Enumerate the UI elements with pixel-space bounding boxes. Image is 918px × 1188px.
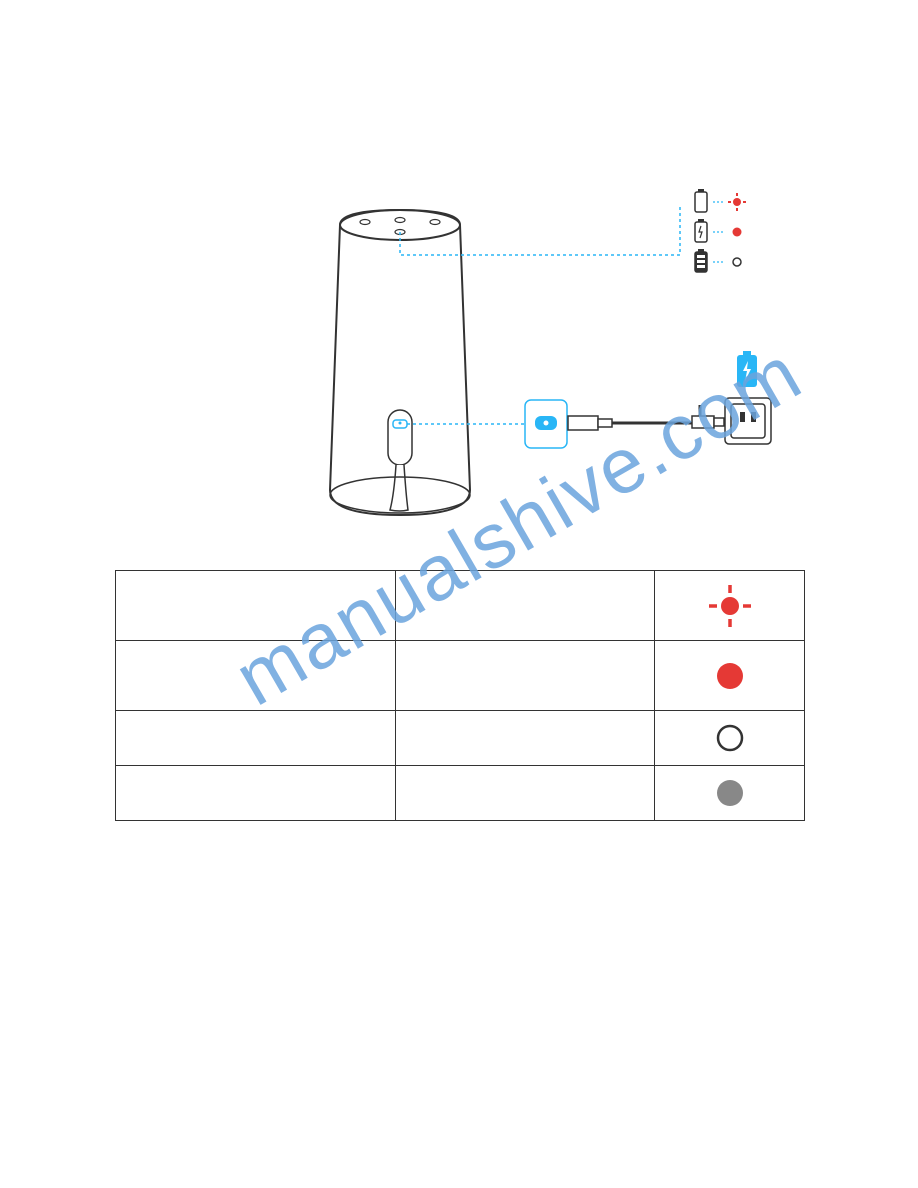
table-cell <box>395 571 655 641</box>
indicator-solid-red <box>655 641 805 711</box>
table-row <box>116 571 805 641</box>
table-cell <box>395 766 655 821</box>
table-cell <box>395 711 655 766</box>
table-cell <box>395 641 655 711</box>
indicator-solid-gray <box>655 766 805 821</box>
diagram-svg <box>100 180 800 560</box>
indicator-flashing-red <box>655 571 805 641</box>
power-outlet <box>725 398 771 444</box>
table-cell <box>116 711 396 766</box>
table-row <box>116 711 805 766</box>
table-cell <box>116 571 396 641</box>
port-zoom <box>525 400 567 448</box>
charging-battery-icon <box>737 351 757 387</box>
table-cell <box>116 641 396 711</box>
table-cell <box>116 766 396 821</box>
table-row <box>116 641 805 711</box>
page: manualshive.com <box>0 0 918 1188</box>
led-legend <box>695 189 746 272</box>
product-diagram <box>100 180 818 560</box>
status-table <box>115 570 805 821</box>
table-row <box>116 766 805 821</box>
indicator-outline <box>655 711 805 766</box>
usb-cable <box>568 405 724 430</box>
